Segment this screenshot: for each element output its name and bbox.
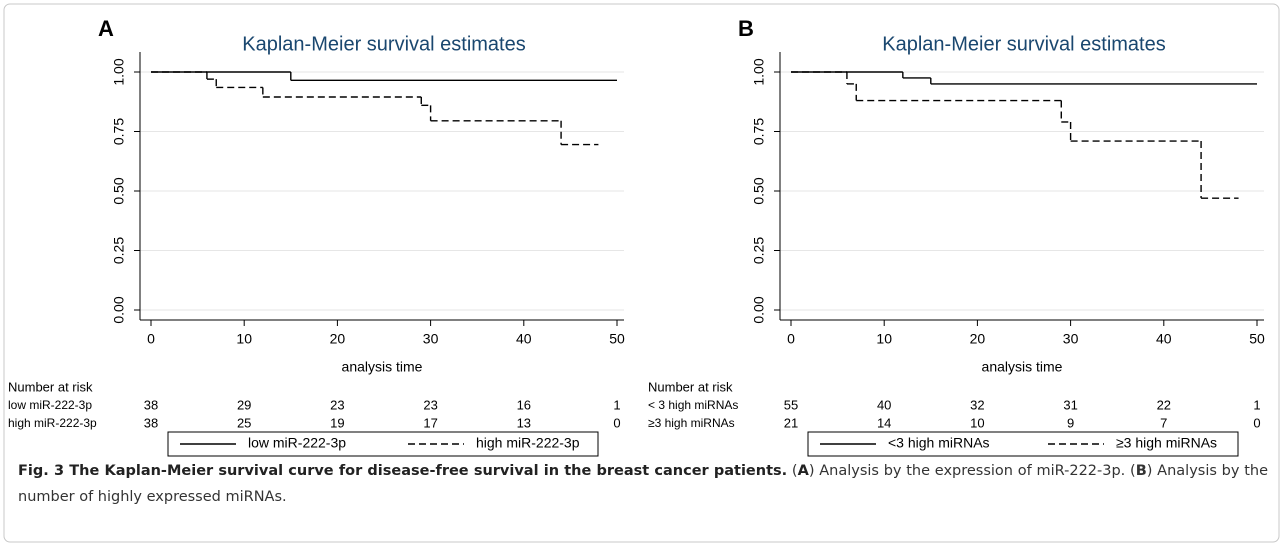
risk-count: 13 <box>517 415 531 430</box>
risk-count: 16 <box>517 397 531 412</box>
risk-count: 38 <box>144 415 158 430</box>
y-tick-label: 0.75 <box>111 118 127 145</box>
panel: A Kaplan-Meier survival estimates 0.00 0.25… <box>8 16 625 457</box>
legend-box <box>167 431 599 457</box>
x-tick-label: 30 <box>423 331 439 347</box>
risk-count: 19 <box>330 415 344 430</box>
risk-count: 31 <box>1063 397 1077 412</box>
x-tick-label: 20 <box>970 331 986 347</box>
y-tick-label: 0.25 <box>111 237 127 264</box>
risk-count: 55 <box>784 397 798 412</box>
risk-count: 17 <box>423 415 437 430</box>
risk-count: 40 <box>877 397 891 412</box>
panel-letter: A <box>98 16 114 41</box>
caption-text: A <box>797 463 809 479</box>
risk-count: 23 <box>423 397 437 412</box>
panel-letter: B <box>738 16 754 41</box>
x-tick-label: 10 <box>236 331 252 347</box>
risk-count: 38 <box>144 397 158 412</box>
x-axis-label: analysis time <box>342 359 423 375</box>
y-tick-label: 0.50 <box>111 177 127 204</box>
risk-count: 22 <box>1157 397 1171 412</box>
risk-count: 29 <box>237 397 251 412</box>
x-tick-label: 20 <box>330 331 346 347</box>
y-tick-label: 0.75 <box>751 118 767 145</box>
panel: B Kaplan-Meier survival estimates 0.00 0.25… <box>648 16 1265 457</box>
legend-label: low miR-222-3p <box>248 435 346 451</box>
legend-label: ≥3 high miRNAs <box>1116 435 1217 451</box>
caption-title: Fig. 3 The Kaplan-Meier survival curve f… <box>18 463 788 479</box>
risk-count: 9 <box>1067 415 1074 430</box>
x-tick-label: 0 <box>787 331 795 347</box>
chart-title: Kaplan-Meier survival estimates <box>242 33 525 55</box>
risk-row-name: < 3 high miRNAs <box>648 398 738 412</box>
caption-text: ) Analysis by the number of highly expre… <box>18 463 1268 505</box>
risk-count: 23 <box>330 397 344 412</box>
x-tick-label: 40 <box>1156 331 1172 347</box>
x-tick-label: 10 <box>876 331 892 347</box>
risk-count: 7 <box>1160 415 1167 430</box>
risk-table-title: Number at risk <box>8 379 93 394</box>
risk-row-name: low miR-222-3p <box>8 398 92 412</box>
risk-count: 1 <box>1253 397 1260 412</box>
risk-table-title: Number at risk <box>648 379 733 394</box>
x-tick-label: 50 <box>1249 331 1265 347</box>
x-tick-label: 40 <box>516 331 532 347</box>
y-tick-label: 0.25 <box>751 237 767 264</box>
legend-box <box>807 431 1239 457</box>
y-tick-label: 1.00 <box>111 58 127 85</box>
chart-title: Kaplan-Meier survival estimates <box>882 33 1165 55</box>
legend-label: <3 high miRNAs <box>888 435 990 451</box>
risk-count: 21 <box>784 415 798 430</box>
y-tick-label: 0.00 <box>751 296 767 323</box>
x-tick-label: 50 <box>609 331 625 347</box>
figure-frame <box>3 3 1280 543</box>
risk-row-name: ≥3 high miRNAs <box>648 416 735 430</box>
risk-count: 0 <box>613 415 620 430</box>
y-tick-label: 0.50 <box>751 177 767 204</box>
risk-count: 10 <box>970 415 984 430</box>
y-tick-label: 1.00 <box>751 58 767 85</box>
caption-text: ( <box>791 463 798 479</box>
caption-text: ) Analysis by the expression of miR-222-… <box>808 463 1136 479</box>
risk-count: 0 <box>1253 415 1260 430</box>
risk-count: 14 <box>877 415 891 430</box>
risk-count: 1 <box>613 397 620 412</box>
x-tick-label: 30 <box>1063 331 1079 347</box>
x-tick-label: 0 <box>147 331 155 347</box>
legend-label: high miR-222-3p <box>476 435 580 451</box>
y-tick-label: 0.00 <box>111 296 127 323</box>
x-axis-label: analysis time <box>982 359 1063 375</box>
caption-text: B <box>1135 463 1147 479</box>
caption: Fig. 3 The Kaplan-Meier survival curve f… <box>18 458 1268 510</box>
risk-row-name: high miR-222-3p <box>8 416 97 430</box>
risk-count: 32 <box>970 397 984 412</box>
risk-count: 25 <box>237 415 251 430</box>
